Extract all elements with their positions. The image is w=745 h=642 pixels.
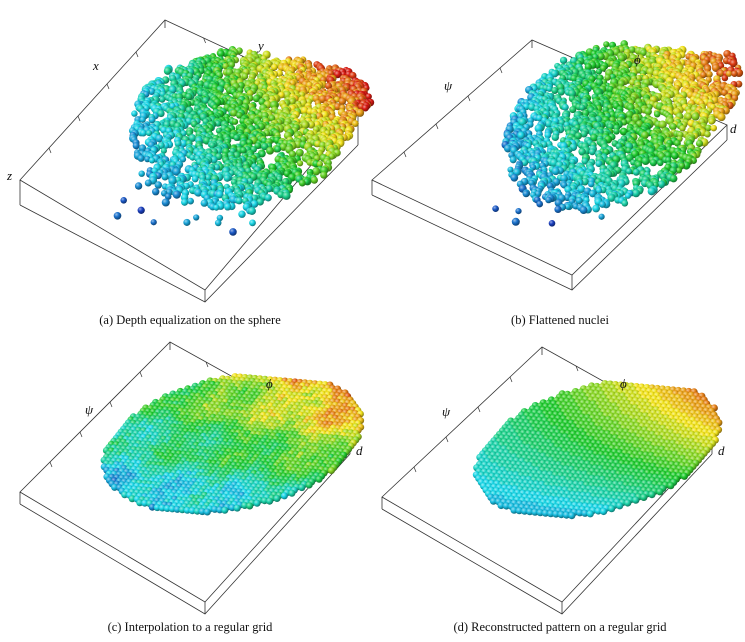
nuclei-points (113, 46, 375, 236)
panel-b: ψ ϕ d (371, 0, 745, 310)
nuclei-points (100, 373, 365, 516)
panel-a: x y z (0, 0, 375, 310)
caption-d: (d) Reconstructed pattern on a regular g… (453, 620, 667, 634)
panel-c-plot (19, 341, 365, 615)
panel-b-axis-psi: ψ (444, 78, 453, 93)
panel-c: ψ ϕ d (0, 332, 372, 617)
panel-d-axis-d: d (718, 443, 725, 458)
panel-d-plot (381, 346, 723, 615)
caption-b: (b) Flattened nuclei (511, 313, 609, 327)
panel-d-axis-phi: ϕ (620, 376, 627, 391)
panel-a-axis-x: x (93, 58, 99, 73)
panel-a-axis-z: z (7, 168, 13, 183)
panel-c-axis-d: d (356, 443, 363, 458)
panel-a-plot (19, 19, 375, 303)
panel-d-axis-psi: ψ (442, 404, 451, 419)
panel-b-axis-d: d (730, 121, 737, 136)
caption-c: (c) Interpolation to a regular grid (107, 620, 273, 634)
panel-c-axis-psi: ψ (85, 402, 94, 417)
panel-b-axis-phi: ϕ (634, 52, 641, 67)
panel-c-axis-phi: ϕ (266, 376, 273, 391)
caption-a: (a) Depth equalization on the sphere (99, 313, 281, 327)
panel-d: ψ ϕ d (372, 332, 745, 617)
panel-b-plot (371, 39, 744, 291)
nuclei-points (492, 40, 744, 227)
nuclei-points (472, 380, 723, 520)
panel-a-axis-y: y (258, 38, 264, 53)
